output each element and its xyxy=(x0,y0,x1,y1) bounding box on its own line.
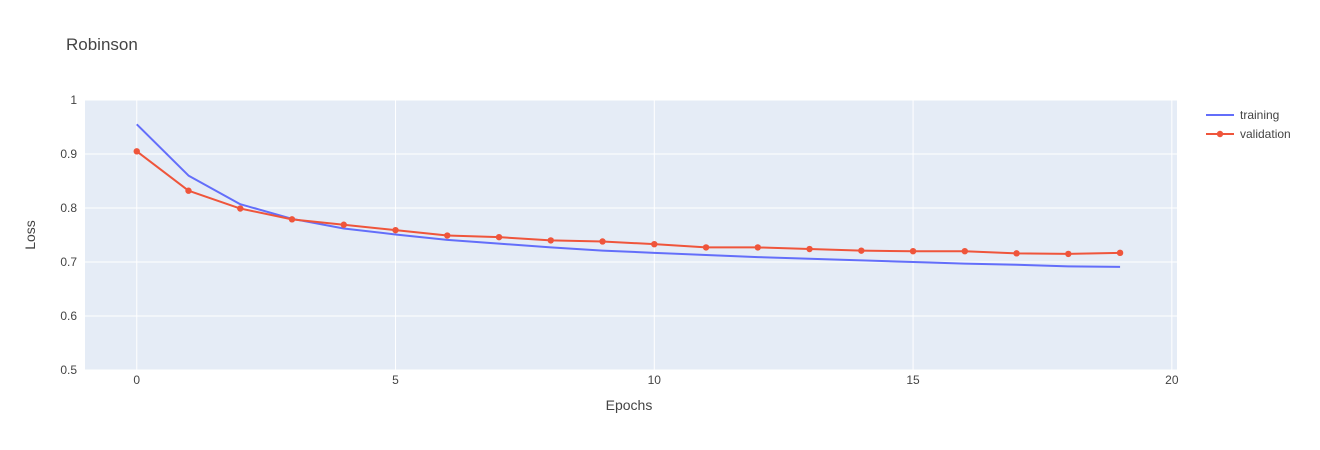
y-tick-label: 0.7 xyxy=(60,255,77,269)
x-axis-title: Epochs xyxy=(606,397,653,413)
series-validation xyxy=(133,148,1124,258)
x-tick-label: 10 xyxy=(648,373,662,387)
y-axis-ticks: 0.5 0.6 0.7 0.8 0.9 1 xyxy=(60,93,77,377)
legend-label: training xyxy=(1240,108,1279,122)
y-axis-title: Loss xyxy=(22,220,38,250)
data-point-validation xyxy=(444,232,451,239)
legend[interactable]: training validation xyxy=(1206,108,1291,141)
data-point-validation xyxy=(806,245,813,253)
x-tick-label: 5 xyxy=(392,373,399,387)
legend-marker xyxy=(1216,130,1224,138)
plot-area xyxy=(85,100,1177,370)
data-point-validation xyxy=(651,240,658,248)
grid-lines xyxy=(85,99,1177,371)
data-point-validation xyxy=(185,187,192,194)
data-point-validation xyxy=(754,244,761,251)
data-point-validation xyxy=(1065,250,1072,258)
legend-item-training[interactable]: training xyxy=(1206,108,1279,122)
x-tick-label: 20 xyxy=(1165,373,1179,387)
y-tick-label: 0.8 xyxy=(60,201,77,215)
chart-title: Robinson xyxy=(66,35,138,54)
data-point-validation xyxy=(961,248,969,255)
y-tick-label: 0.5 xyxy=(60,363,77,377)
series-layer xyxy=(133,123,1124,268)
y-tick-label: 0.6 xyxy=(60,309,77,323)
x-axis-ticks: 0 5 10 15 20 xyxy=(133,373,1178,387)
data-point-validation xyxy=(547,237,554,244)
data-point-validation xyxy=(495,233,503,241)
y-tick-label: 1 xyxy=(70,93,77,107)
x-tick-label: 0 xyxy=(133,373,140,387)
data-point-validation xyxy=(340,221,347,228)
series-line-validation xyxy=(136,150,1121,255)
data-point-validation xyxy=(702,244,710,251)
legend-label: validation xyxy=(1240,127,1291,141)
data-point-validation xyxy=(392,226,399,234)
data-point-validation xyxy=(1116,249,1124,257)
legend-item-validation[interactable]: validation xyxy=(1206,127,1291,141)
data-point-validation xyxy=(288,216,296,223)
data-point-validation xyxy=(237,205,244,212)
data-point-validation xyxy=(1013,250,1020,257)
y-tick-label: 0.9 xyxy=(60,147,77,161)
data-point-validation xyxy=(599,238,606,245)
data-point-validation xyxy=(858,247,865,254)
x-tick-label: 15 xyxy=(906,373,920,387)
data-point-validation xyxy=(909,248,917,255)
data-point-validation xyxy=(133,148,140,155)
